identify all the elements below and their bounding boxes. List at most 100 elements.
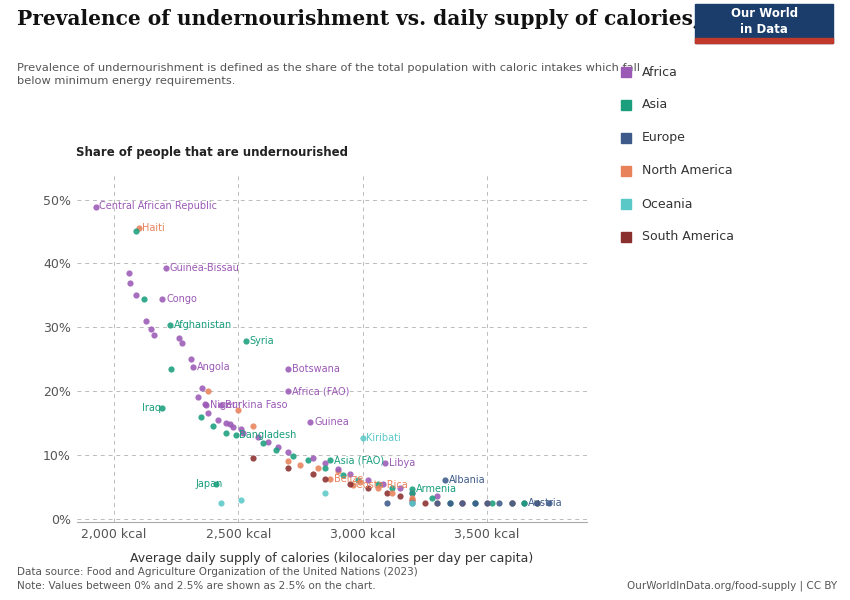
Point bbox=[319, 458, 332, 467]
Point bbox=[480, 498, 494, 508]
Point bbox=[281, 447, 295, 457]
Text: Angola: Angola bbox=[197, 362, 231, 373]
Point bbox=[346, 480, 360, 490]
Point bbox=[196, 383, 209, 393]
Point bbox=[187, 362, 201, 372]
Point bbox=[293, 460, 307, 469]
Text: Botswana: Botswana bbox=[292, 364, 339, 374]
Text: Niger: Niger bbox=[210, 400, 235, 410]
Text: South America: South America bbox=[642, 230, 734, 244]
Text: Guinea: Guinea bbox=[314, 417, 348, 427]
Point bbox=[175, 338, 189, 348]
Point bbox=[214, 498, 228, 508]
Point bbox=[271, 442, 285, 452]
Point bbox=[530, 498, 543, 508]
Point bbox=[159, 263, 173, 272]
Point bbox=[129, 227, 143, 236]
Text: Haiti: Haiti bbox=[143, 223, 165, 233]
Text: Share of people that are undernourished: Share of people that are undernourished bbox=[76, 146, 348, 159]
Text: Afghanistan: Afghanistan bbox=[173, 320, 232, 331]
Point bbox=[191, 392, 205, 402]
Point bbox=[443, 498, 456, 508]
Point bbox=[311, 463, 325, 473]
Point bbox=[518, 498, 531, 508]
Point bbox=[530, 498, 543, 508]
Text: Europe: Europe bbox=[642, 131, 685, 145]
Point bbox=[212, 415, 225, 425]
Point bbox=[132, 223, 145, 232]
Point bbox=[226, 422, 240, 432]
Point bbox=[257, 439, 270, 448]
Point bbox=[331, 464, 344, 474]
Point bbox=[123, 278, 137, 287]
Text: Africa: Africa bbox=[642, 65, 677, 79]
Point bbox=[286, 451, 300, 461]
Text: North America: North America bbox=[642, 164, 732, 178]
Point bbox=[405, 488, 419, 498]
Point bbox=[281, 463, 295, 473]
Text: Bangladesh: Bangladesh bbox=[240, 430, 297, 440]
Point bbox=[371, 479, 384, 488]
Point bbox=[234, 495, 247, 505]
Point bbox=[468, 498, 481, 508]
Point bbox=[319, 474, 332, 484]
Point bbox=[324, 474, 337, 484]
Text: Africa (FAO): Africa (FAO) bbox=[292, 386, 349, 396]
Point bbox=[430, 498, 444, 508]
Point bbox=[393, 484, 406, 493]
Point bbox=[164, 364, 178, 374]
Point bbox=[236, 428, 250, 437]
Point bbox=[386, 488, 400, 498]
Point bbox=[430, 491, 444, 501]
Point bbox=[343, 479, 357, 488]
Point bbox=[201, 409, 215, 418]
Point bbox=[201, 386, 215, 396]
Point bbox=[129, 290, 143, 300]
Point bbox=[351, 476, 365, 485]
Point bbox=[378, 458, 392, 467]
Point bbox=[530, 498, 543, 508]
Point bbox=[144, 324, 158, 334]
Point bbox=[505, 498, 518, 508]
Text: Armenia: Armenia bbox=[416, 484, 457, 494]
Point bbox=[518, 498, 531, 508]
Text: Belize: Belize bbox=[334, 473, 363, 484]
Text: Data source: Food and Agriculture Organization of the United Nations (2023): Data source: Food and Agriculture Organi… bbox=[17, 567, 417, 577]
Text: Oceania: Oceania bbox=[642, 197, 693, 211]
Point bbox=[198, 399, 212, 409]
Point bbox=[381, 498, 394, 508]
Text: Syria: Syria bbox=[249, 336, 274, 346]
Point bbox=[405, 493, 419, 503]
Point bbox=[405, 488, 419, 498]
Point bbox=[456, 498, 469, 508]
Point bbox=[376, 479, 389, 488]
Text: Note: Values between 0% and 2.5% are shown as 2.5% on the chart.: Note: Values between 0% and 2.5% are sho… bbox=[17, 581, 376, 591]
Point bbox=[239, 337, 252, 346]
Point bbox=[194, 412, 207, 421]
Point bbox=[319, 463, 332, 473]
Point bbox=[505, 498, 518, 508]
Text: Asia (FAO): Asia (FAO) bbox=[334, 455, 384, 465]
Text: Kiribati: Kiribati bbox=[366, 433, 401, 443]
Point bbox=[371, 484, 384, 493]
Point bbox=[505, 498, 518, 508]
Text: Albania: Albania bbox=[449, 475, 485, 485]
Point bbox=[426, 493, 439, 503]
Point bbox=[343, 469, 357, 479]
Point bbox=[219, 418, 233, 428]
Point bbox=[456, 498, 469, 508]
Point bbox=[301, 455, 314, 465]
Text: Prevalence of undernourishment is defined as the share of the total population w: Prevalence of undernourishment is define… bbox=[17, 63, 640, 86]
Point bbox=[438, 476, 451, 485]
Point bbox=[354, 477, 367, 487]
Point bbox=[336, 470, 349, 480]
Point bbox=[356, 433, 370, 443]
Point bbox=[223, 419, 236, 429]
Point bbox=[405, 498, 419, 508]
Point bbox=[229, 430, 242, 439]
Point bbox=[306, 469, 320, 479]
Point bbox=[219, 428, 233, 437]
Point bbox=[542, 498, 556, 508]
Point bbox=[231, 406, 245, 415]
Point bbox=[386, 484, 400, 493]
